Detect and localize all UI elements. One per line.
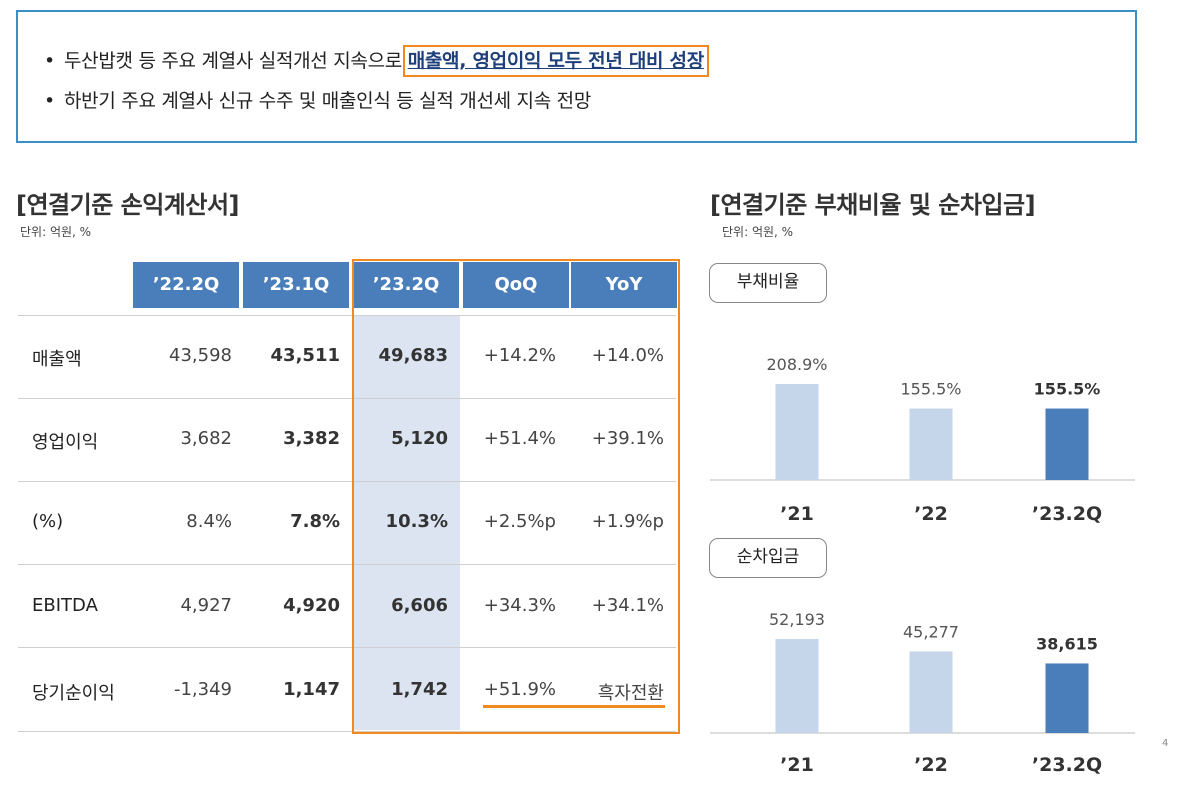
cell: -1,349 xyxy=(173,679,232,700)
cell: +14.2% xyxy=(483,345,556,366)
chart-data-label: 155.5% xyxy=(1034,380,1101,399)
chart-data-label: 38,615 xyxy=(1036,634,1098,653)
debt-title: [연결기준 부채비율 및 순차입금] xyxy=(710,191,1036,219)
chart-bar xyxy=(909,651,953,733)
cell: 4,920 xyxy=(283,595,340,616)
chart-category-label: ’22 xyxy=(914,503,948,525)
header-qoq: QoQ xyxy=(463,262,569,308)
cell: 49,683 xyxy=(378,345,448,366)
row-divider xyxy=(18,564,676,565)
row-label-ebitda: EBITDA xyxy=(32,595,98,616)
debt-ratio-chart: 208.9% ’21 155.5% ’22 155.5% ’23.2Q xyxy=(710,355,1135,525)
chart-data-label: 45,277 xyxy=(903,622,959,641)
bullet-dot: • xyxy=(44,50,55,72)
chart-bar xyxy=(909,408,953,480)
debt-ratio-label: 부채비율 xyxy=(709,263,827,303)
cell: +1.9%p xyxy=(591,511,664,532)
cell: +34.1% xyxy=(591,595,664,616)
cell: +2.5%p xyxy=(483,511,556,532)
chart-data-label: 52,193 xyxy=(769,610,825,629)
chart-bar xyxy=(1045,408,1089,480)
cell: 43,598 xyxy=(169,345,232,366)
chart-category-label: ’21 xyxy=(780,754,814,776)
cell: +51.4% xyxy=(483,428,556,449)
cell: +51.9% xyxy=(483,679,556,700)
row-divider xyxy=(18,481,676,482)
chart-category-label: ’23.2Q xyxy=(1032,754,1102,776)
chart-data-label: 155.5% xyxy=(900,380,961,399)
chart-data-label: 208.9% xyxy=(766,355,827,374)
cell: 3,382 xyxy=(283,428,340,449)
chart-bar xyxy=(775,384,819,480)
cell: +39.1% xyxy=(591,428,664,449)
header-23-2q: ’23.2Q xyxy=(353,262,459,308)
row-divider xyxy=(18,647,676,648)
emphasis-box xyxy=(352,259,680,734)
chart-bar xyxy=(775,639,819,733)
net-debt-chart: 52,193 ’21 45,277 ’22 38,615 ’23.2Q xyxy=(710,610,1135,776)
cell: 1,147 xyxy=(283,679,340,700)
cell: 1,742 xyxy=(391,679,448,700)
cell: 43,511 xyxy=(270,345,340,366)
cell: 흑자전환 xyxy=(597,683,664,704)
summary-box: • 두산밥캣 등 주요 계열사 실적개선 지속으로 매출액, 영업이익 모두 전년… xyxy=(16,10,1137,143)
cell: +34.3% xyxy=(483,595,556,616)
row-label-margin: (%) xyxy=(32,511,64,532)
header-yoy: YoY xyxy=(571,262,677,308)
header-23-1q: ’23.1Q xyxy=(243,262,349,308)
row-divider xyxy=(18,398,676,399)
emphasis-underline xyxy=(483,705,665,708)
cell: 7.8% xyxy=(290,511,340,532)
chart-category-label: ’23.2Q xyxy=(1032,503,1102,525)
income-unit: 단위: 억원, % xyxy=(20,225,92,239)
cell: 10.3% xyxy=(385,511,448,532)
cell: 6,606 xyxy=(391,595,448,616)
row-label-operating-profit: 영업이익 xyxy=(32,432,99,453)
debt-unit: 단위: 억원, % xyxy=(722,225,794,239)
summary-bullet-1: • 두산밥캣 등 주요 계열사 실적개선 지속으로 매출액, 영업이익 모두 전년… xyxy=(44,45,709,77)
bullet-text: 두산밥캣 등 주요 계열사 실적개선 지속으로 xyxy=(64,50,408,72)
chart-bar xyxy=(1045,663,1089,733)
chart-category-label: ’22 xyxy=(914,754,948,776)
income-title: [연결기준 손익계산서] xyxy=(16,191,240,219)
header-22-2q: ’22.2Q xyxy=(133,262,239,308)
summary-bullet-2: • 하반기 주요 계열사 신규 수주 및 매출인식 등 실적 개선세 지속 전망 xyxy=(44,86,591,113)
chart-category-label: ’21 xyxy=(780,503,814,525)
cell: 5,120 xyxy=(391,428,448,449)
cell: +14.0% xyxy=(591,345,664,366)
cell: 8.4% xyxy=(186,511,232,532)
bullet-text: 하반기 주요 계열사 신규 수주 및 매출인식 등 실적 개선세 지속 전망 xyxy=(64,90,591,112)
highlight-text: 매출액, 영업이익 모두 전년 대비 성장 xyxy=(402,45,709,77)
bullet-dot: • xyxy=(44,90,55,112)
highlight-column xyxy=(352,316,460,730)
cell: 4,927 xyxy=(180,595,232,616)
row-label-net-income: 당기순이익 xyxy=(32,683,115,704)
row-divider xyxy=(18,315,676,316)
row-label-revenue: 매출액 xyxy=(32,349,82,370)
page-number: 4 xyxy=(1162,738,1169,749)
net-debt-label: 순차입금 xyxy=(709,538,827,578)
cell: 3,682 xyxy=(180,428,232,449)
row-divider xyxy=(18,731,676,732)
